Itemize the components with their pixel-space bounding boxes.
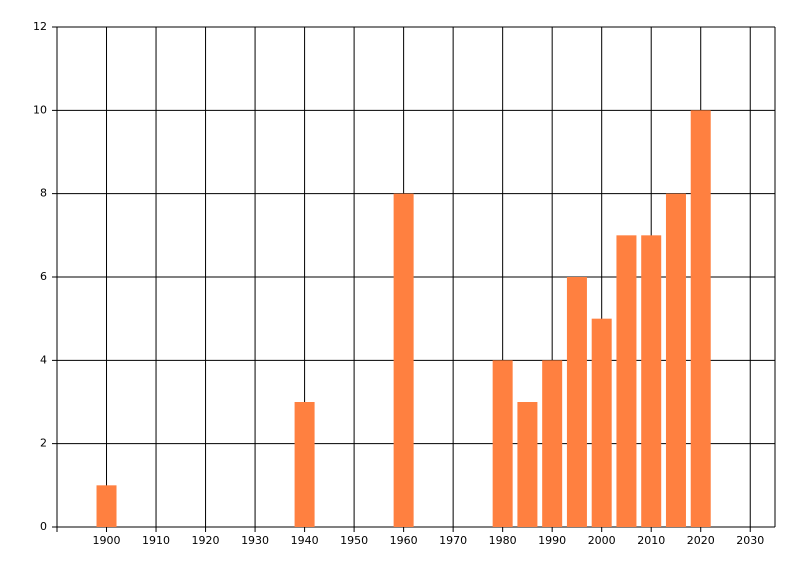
x-tick-label: 1950 (340, 534, 368, 547)
x-tick-label: 2020 (687, 534, 715, 547)
x-tick-label: 2010 (637, 534, 665, 547)
x-tick-label: 2000 (588, 534, 616, 547)
bar (616, 235, 637, 528)
bar (641, 235, 662, 528)
bar (690, 110, 711, 527)
bar (517, 402, 538, 527)
x-tick-label: 1920 (192, 534, 220, 547)
y-tick-label: 6 (40, 270, 47, 283)
y-tick-label: 10 (33, 103, 47, 116)
y-tick-label: 0 (40, 520, 47, 533)
y-tick-label: 2 (40, 437, 47, 450)
y-tick-label: 4 (40, 353, 47, 366)
x-tick-label: 1960 (390, 534, 418, 547)
x-tick-label: 1930 (241, 534, 269, 547)
x-tick-label: 1900 (93, 534, 121, 547)
x-tick-label: 1940 (291, 534, 319, 547)
x-tick-label: 1990 (538, 534, 566, 547)
bar (294, 402, 315, 527)
bar (591, 318, 612, 527)
x-tick-label: 1970 (439, 534, 467, 547)
bar (542, 360, 563, 527)
y-tick-label: 8 (40, 187, 47, 200)
bar (393, 193, 414, 527)
bar (665, 193, 686, 527)
x-tick-label: 2030 (736, 534, 764, 547)
x-tick-label: 1980 (489, 534, 517, 547)
y-tick-label: 12 (33, 20, 47, 33)
bar (492, 360, 513, 527)
x-tick-label: 1910 (142, 534, 170, 547)
bar (566, 277, 587, 527)
bar (96, 485, 117, 527)
